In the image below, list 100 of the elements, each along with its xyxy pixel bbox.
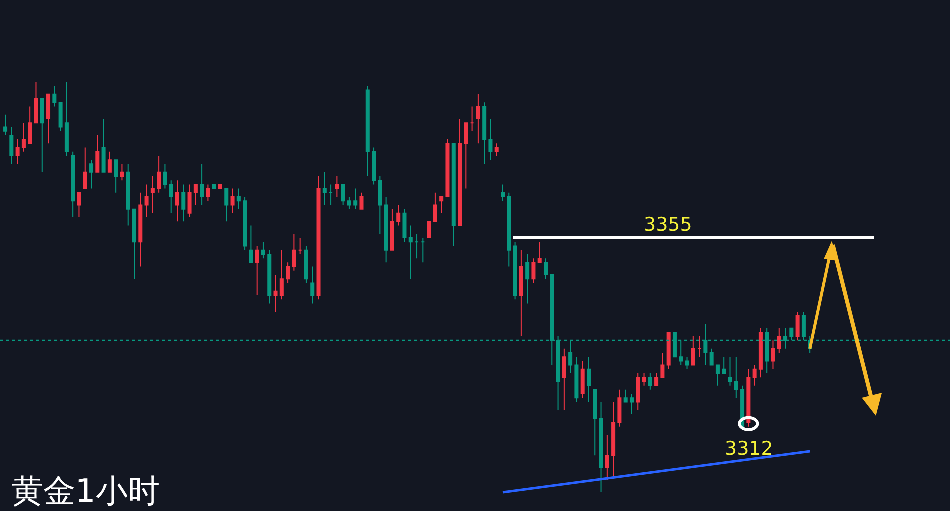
candlestick: [77, 192, 82, 218]
candlestick: [464, 122, 468, 190]
candlestick: [415, 233, 420, 260]
candlestick: [304, 246, 308, 284]
candlestick: [194, 184, 198, 206]
candlestick: [16, 139, 20, 165]
candlestick: [255, 246, 260, 296]
candlestick: [150, 176, 155, 214]
candlestick: [544, 258, 548, 280]
candlestick: [777, 328, 782, 354]
candlestick: [268, 250, 272, 304]
candlestick: [138, 192, 143, 268]
candlestick: [280, 250, 284, 300]
candlestick: [440, 196, 444, 214]
candlestick: [354, 188, 358, 210]
candlestick: [562, 348, 566, 411]
candlestick: [298, 238, 302, 255]
candlestick: [347, 196, 352, 210]
candlestick: [452, 143, 456, 247]
candlestick: [40, 98, 44, 173]
candlestick: [526, 254, 530, 304]
candlestick: [200, 164, 204, 206]
candlestick: [488, 118, 493, 161]
candlestick: [716, 364, 720, 386]
candlestick: [476, 94, 480, 144]
candlestick: [335, 176, 340, 198]
candlestick: [501, 184, 506, 202]
candlestick: [758, 328, 763, 378]
annotation: 3312: [725, 438, 774, 460]
candlestick: [90, 160, 94, 190]
candlestick: [408, 225, 413, 280]
candlestick: [624, 389, 628, 403]
candlestick: [212, 184, 216, 190]
candlestick: [532, 258, 536, 284]
candlestick: [691, 336, 696, 366]
candlestick: [796, 311, 800, 342]
candlestick: [771, 340, 776, 370]
candlestick: [722, 356, 726, 374]
candlestick: [292, 233, 296, 272]
candlestick: [329, 184, 334, 206]
annotation: 3355: [644, 214, 692, 236]
candlestick: [384, 196, 388, 264]
candlestick: [114, 160, 118, 194]
candlestick: [286, 262, 290, 284]
candlestick: [261, 242, 266, 260]
candlestick: [102, 118, 106, 173]
candlestick: [734, 356, 738, 399]
candlestick: [586, 356, 591, 403]
candlestick: [120, 164, 124, 182]
candlestick: [402, 208, 407, 243]
candlestick: [132, 208, 137, 280]
candlestick: [698, 336, 702, 358]
candlestick: [710, 348, 714, 366]
candlestick: [360, 192, 364, 210]
candlestick: [163, 164, 168, 190]
candlestick: [188, 184, 192, 218]
candlestick: [482, 102, 487, 165]
candlestick: [218, 184, 222, 190]
candlestick: [236, 188, 241, 210]
candlestick: [52, 86, 57, 108]
candlestick: [28, 106, 32, 144]
candlestick: [427, 221, 432, 239]
candlestick: [390, 208, 394, 251]
candlestick: [494, 143, 499, 156]
candlestick: [274, 274, 278, 312]
candlestick: [593, 389, 598, 456]
candlestick: [22, 122, 26, 152]
candlestick: [728, 356, 732, 386]
candlestick: [519, 250, 524, 338]
candlestick: [580, 360, 585, 399]
candlestick: [648, 373, 652, 390]
candlestick: [71, 151, 76, 218]
candlestick: [599, 402, 604, 494]
candlestick: [175, 180, 180, 222]
candlestick: [372, 147, 376, 186]
candlestick: [746, 368, 751, 428]
candlestick: [230, 188, 235, 214]
candlestick: [243, 196, 248, 251]
candlestick: [58, 102, 63, 132]
candlestick: [433, 192, 438, 222]
candlestick: [96, 134, 100, 173]
candlestick: [182, 184, 186, 222]
candlestick: [618, 389, 622, 428]
candlestick: [636, 373, 640, 411]
candlestick: [169, 180, 174, 214]
text: 黄金1小时: [11, 472, 160, 510]
candlestick: [507, 192, 512, 268]
candlestick: [249, 225, 254, 264]
candlestick: [421, 238, 426, 264]
candlestick: [64, 82, 69, 156]
candlestick: [513, 242, 518, 300]
candlestick: [316, 176, 321, 300]
candlestick: [574, 356, 579, 403]
candlestick: [206, 184, 210, 202]
candlestick: [458, 118, 462, 226]
candlestick: [612, 402, 616, 477]
candlestick: [660, 352, 665, 378]
candlestick: [666, 332, 671, 370]
candlestick: [46, 94, 51, 144]
candlestick: [642, 373, 646, 386]
